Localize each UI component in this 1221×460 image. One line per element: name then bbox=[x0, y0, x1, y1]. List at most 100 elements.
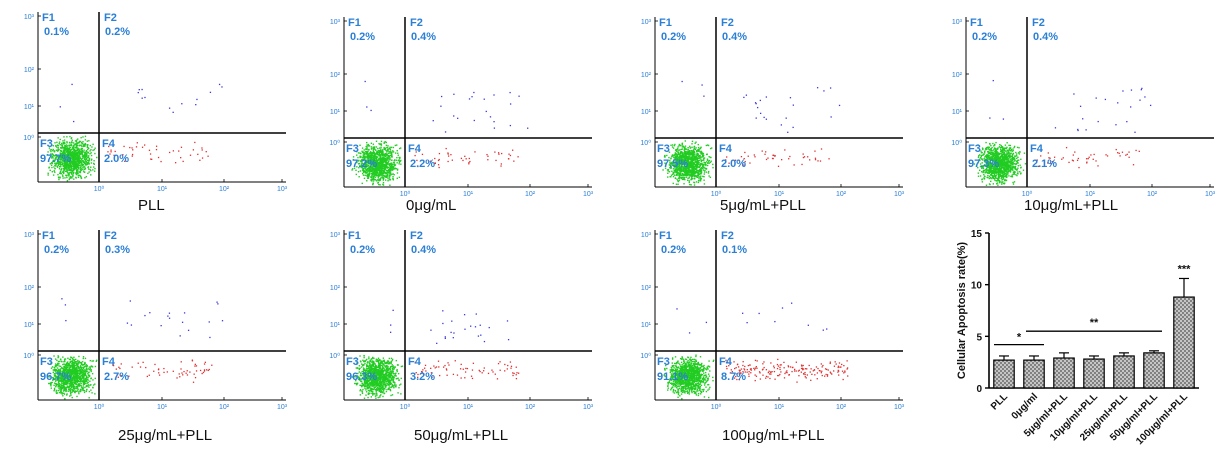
live-cell-dot bbox=[1008, 175, 1010, 177]
late-apoptotic-dot bbox=[1077, 129, 1079, 132]
live-cell-dot bbox=[364, 161, 366, 164]
early-apoptotic-dot bbox=[122, 154, 124, 156]
early-apoptotic-dot bbox=[1074, 151, 1076, 153]
live-cell-dot bbox=[1011, 174, 1013, 176]
live-cell-dot bbox=[60, 154, 62, 157]
live-cell-dot bbox=[994, 148, 997, 150]
live-cell-dot bbox=[1004, 147, 1006, 149]
y-tick-label: 10⁰ bbox=[23, 352, 34, 360]
live-cell-dot bbox=[366, 175, 369, 178]
live-cell-dot bbox=[387, 177, 389, 180]
live-cell-dot bbox=[1022, 169, 1025, 171]
live-cell-dot bbox=[1011, 168, 1014, 170]
live-cell-dot bbox=[68, 150, 70, 153]
live-cell-dot bbox=[1008, 168, 1010, 170]
early-apoptotic-dot bbox=[135, 146, 138, 148]
live-cell-dot bbox=[65, 170, 67, 172]
early-apoptotic-dot bbox=[421, 153, 424, 156]
live-cell-dot bbox=[87, 385, 89, 387]
live-cell-dot bbox=[996, 182, 999, 184]
live-cell-dot bbox=[698, 169, 701, 172]
live-cell-dot bbox=[361, 150, 363, 153]
live-cell-dot bbox=[677, 156, 679, 158]
necrotic-dot bbox=[681, 80, 683, 83]
live-cell-dot bbox=[683, 170, 685, 173]
live-cell-dot bbox=[363, 149, 365, 151]
live-cell-dot bbox=[376, 173, 378, 175]
live-cell-dot bbox=[682, 154, 684, 156]
live-cell-dot bbox=[71, 162, 73, 164]
live-cell-dot bbox=[1007, 167, 1010, 169]
early-apoptotic-dot bbox=[141, 146, 144, 148]
live-cell-dot bbox=[377, 150, 379, 153]
live-cell-dot bbox=[76, 155, 78, 157]
live-cell-dot bbox=[999, 148, 1002, 150]
early-apoptotic-dot bbox=[1118, 152, 1120, 154]
live-cell-dot bbox=[700, 170, 702, 173]
live-cell-dot bbox=[694, 160, 696, 163]
live-cell-dot bbox=[984, 161, 987, 163]
late-apoptotic-dot bbox=[453, 93, 455, 95]
live-cell-dot bbox=[671, 164, 674, 167]
live-cell-dot bbox=[399, 157, 401, 160]
live-cell-dot bbox=[75, 152, 77, 154]
live-cell-dot bbox=[367, 156, 370, 159]
live-cell-dot bbox=[61, 154, 64, 156]
live-cell-dot bbox=[683, 168, 685, 170]
live-cell-dot bbox=[379, 154, 382, 156]
live-cell-dot bbox=[985, 165, 988, 167]
early-apoptotic-dot bbox=[784, 149, 786, 151]
live-cell-dot bbox=[63, 154, 66, 157]
live-cell-dot bbox=[70, 149, 72, 152]
live-cell-dot bbox=[995, 175, 997, 177]
live-cell-dot bbox=[678, 145, 680, 147]
live-cell-dot bbox=[393, 165, 396, 167]
live-cell-dot bbox=[988, 146, 990, 148]
live-cell-dot bbox=[993, 158, 995, 160]
live-cell-dot bbox=[372, 182, 374, 184]
live-cell-dot bbox=[60, 156, 63, 158]
live-cell-dot bbox=[360, 163, 362, 165]
late-apoptotic-dot bbox=[745, 94, 748, 96]
live-cell-dot bbox=[987, 170, 990, 172]
live-cell-dot bbox=[73, 161, 76, 164]
live-cell-dot bbox=[71, 155, 74, 158]
live-cell-dot bbox=[369, 160, 371, 163]
live-cell-dot bbox=[993, 159, 995, 161]
live-cell-dot bbox=[77, 138, 79, 140]
live-cell-dot bbox=[378, 151, 380, 153]
live-cell-dot bbox=[94, 377, 96, 380]
live-cell-dot bbox=[702, 159, 704, 161]
live-cell-dot bbox=[85, 160, 88, 163]
live-cell-dot bbox=[1003, 172, 1006, 174]
late-apoptotic-dot bbox=[493, 94, 495, 96]
flow-plot-5: 10³ 10² 10¹ 10⁰ 10⁰ 10¹ 10² 10³ F1 0.2% F2 0.3% F3 96… bbox=[8, 224, 296, 414]
live-cell-dot bbox=[690, 161, 692, 163]
live-cell-dot bbox=[83, 168, 85, 171]
early-apoptotic-dot bbox=[1117, 152, 1119, 154]
live-cell-dot bbox=[381, 176, 383, 178]
live-cell-dot bbox=[75, 140, 77, 143]
live-cell-dot bbox=[994, 177, 997, 179]
live-cell-dot bbox=[77, 167, 80, 170]
live-cell-dot bbox=[78, 159, 80, 161]
live-cell-dot bbox=[695, 167, 697, 170]
live-cell-dot bbox=[702, 166, 704, 169]
live-cell-dot bbox=[698, 180, 700, 182]
live-cell-dot bbox=[79, 174, 81, 177]
live-cell-dot bbox=[685, 151, 688, 153]
live-cell-dot bbox=[680, 156, 682, 159]
live-cell-dot bbox=[366, 151, 368, 153]
live-cell-dot bbox=[56, 158, 58, 161]
live-cell-dot bbox=[686, 171, 689, 174]
live-cell-dot bbox=[379, 143, 381, 146]
live-cell-dot bbox=[1007, 161, 1009, 164]
live-cell-dot bbox=[681, 151, 683, 153]
live-cell-dot bbox=[994, 167, 996, 170]
live-cell-dot bbox=[988, 152, 991, 154]
live-cell-dot bbox=[70, 151, 72, 153]
live-cell-dot bbox=[365, 160, 368, 163]
live-cell-dot bbox=[386, 167, 388, 169]
live-cell-dot bbox=[700, 167, 703, 169]
live-cell-dot bbox=[983, 173, 985, 176]
